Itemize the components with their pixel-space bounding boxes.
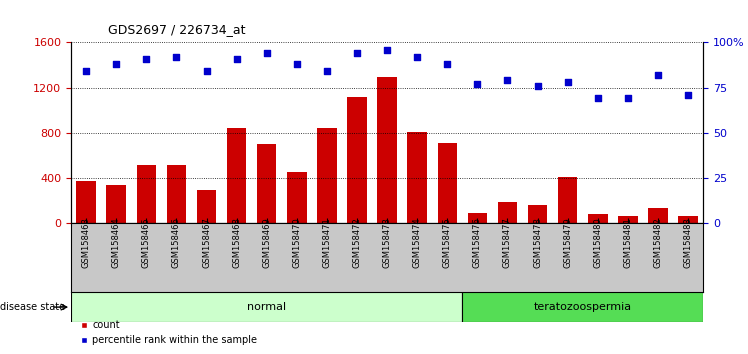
Point: [441, 61, 453, 67]
Point: [562, 79, 574, 85]
Bar: [497, 201, 518, 223]
Bar: [227, 128, 246, 223]
Legend: count, percentile rank within the sample: count, percentile rank within the sample: [76, 316, 261, 349]
Point: [351, 51, 363, 56]
Bar: [167, 165, 186, 223]
Point: [532, 83, 544, 88]
Point: [321, 69, 333, 74]
Point: [652, 72, 664, 78]
Point: [230, 56, 242, 62]
Bar: [678, 216, 698, 223]
Point: [171, 54, 183, 60]
Point: [411, 54, 423, 60]
Bar: [257, 144, 277, 223]
Bar: [317, 128, 337, 223]
Bar: [106, 185, 126, 223]
Bar: [287, 172, 307, 223]
Bar: [528, 205, 548, 223]
Point: [110, 61, 122, 67]
Point: [381, 47, 393, 52]
Bar: [558, 177, 577, 223]
Point: [622, 96, 634, 101]
Bar: [462, 292, 703, 322]
Text: GDS2697 / 226734_at: GDS2697 / 226734_at: [108, 23, 246, 36]
Text: teratozoospermia: teratozoospermia: [533, 302, 632, 312]
Point: [200, 69, 212, 74]
Point: [501, 78, 513, 83]
Bar: [197, 190, 216, 223]
Bar: [618, 216, 637, 223]
Text: normal: normal: [247, 302, 286, 312]
Bar: [438, 143, 457, 223]
Bar: [377, 78, 397, 223]
Bar: [137, 165, 156, 223]
Point: [471, 81, 483, 87]
Bar: [588, 214, 607, 223]
Point: [141, 56, 153, 62]
Bar: [649, 209, 668, 223]
Point: [291, 61, 303, 67]
Point: [261, 51, 273, 56]
Point: [592, 96, 604, 101]
Point: [80, 69, 92, 74]
Bar: [71, 292, 462, 322]
Bar: [408, 132, 427, 223]
Bar: [468, 213, 487, 223]
Point: [682, 92, 694, 98]
Bar: [347, 97, 367, 223]
Bar: [76, 181, 96, 223]
Text: disease state: disease state: [0, 302, 65, 312]
